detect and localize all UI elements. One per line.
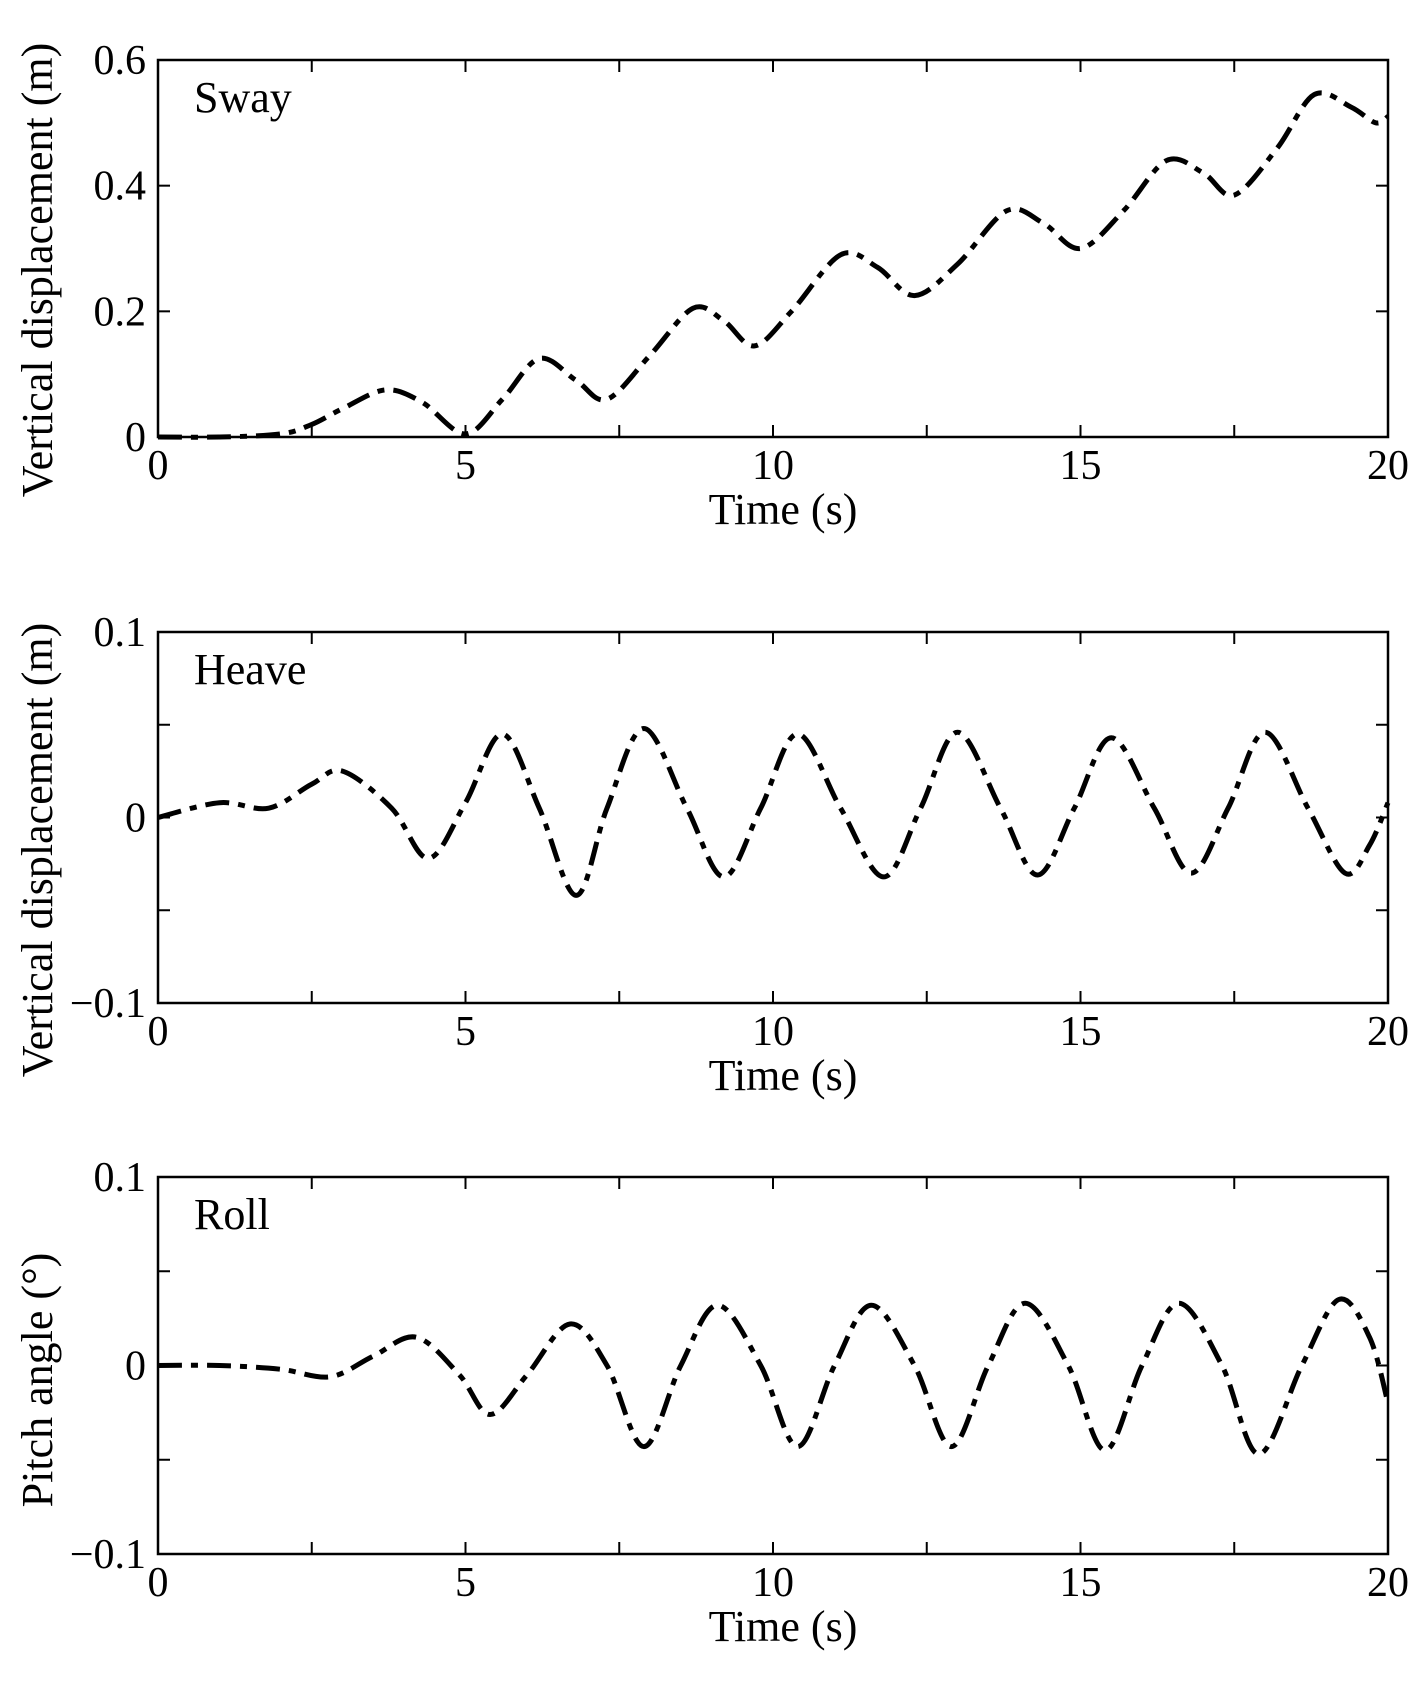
panel-label: Heave — [194, 645, 306, 694]
y-axis-title: Vertical displacement (m) — [13, 43, 62, 497]
series-line-heave — [157, 725, 1391, 898]
y-axis-title: Pitch angle (°) — [13, 1253, 62, 1508]
x-tick-label: 15 — [1060, 1560, 1102, 1606]
y-tick-label: 0.1 — [94, 1155, 147, 1201]
x-tick-label: 15 — [1060, 1009, 1102, 1055]
x-axis-title: Time (s) — [709, 1602, 858, 1651]
panel-label: Sway — [194, 73, 292, 122]
x-tick-label: 0 — [148, 1560, 169, 1606]
x-tick-label: 20 — [1367, 443, 1409, 489]
y-tick-label: 0.2 — [94, 289, 147, 335]
x-tick-label: 0 — [148, 443, 169, 489]
plot-frame — [156, 58, 1390, 439]
x-tick-label: 20 — [1367, 1560, 1409, 1606]
x-tick-label: 20 — [1367, 1009, 1409, 1055]
x-tick-label: 5 — [455, 1560, 476, 1606]
x-tick-label: 5 — [455, 1009, 476, 1055]
plot-frame — [156, 1175, 1390, 1556]
x-axis-title: Time (s) — [709, 1051, 858, 1100]
x-tick-label: 0 — [148, 1009, 169, 1055]
y-tick-label: −0.1 — [70, 1532, 146, 1578]
y-tick-label: 0.6 — [94, 38, 147, 84]
chart-panel-sway: 0 5 10 15 20 0 0.2 0.4 0.6 Time (s) Vertical displ… — [13, 38, 1409, 534]
y-tick-label: 0.4 — [94, 164, 147, 210]
series-line-roll — [157, 1296, 1391, 1457]
x-axis-title: Time (s) — [709, 485, 858, 534]
y-axis-title: Vertical displacement (m) — [13, 623, 62, 1077]
y-tick-label: −0.1 — [70, 981, 146, 1027]
x-tick-label: 15 — [1060, 443, 1102, 489]
x-tick-label: 10 — [752, 443, 794, 489]
y-tick-label: 0 — [125, 415, 146, 461]
x-tick-label: 10 — [752, 1009, 794, 1055]
x-tick-label: 5 — [455, 443, 476, 489]
y-tick-label: 0 — [125, 1344, 146, 1390]
series-line-sway — [157, 90, 1390, 440]
plot-frame — [156, 630, 1390, 1005]
y-tick-label: 0 — [125, 796, 146, 842]
y-tick-label: 0.1 — [94, 610, 147, 656]
x-tick-label: 10 — [752, 1560, 794, 1606]
panel-label: Roll — [194, 1190, 270, 1239]
